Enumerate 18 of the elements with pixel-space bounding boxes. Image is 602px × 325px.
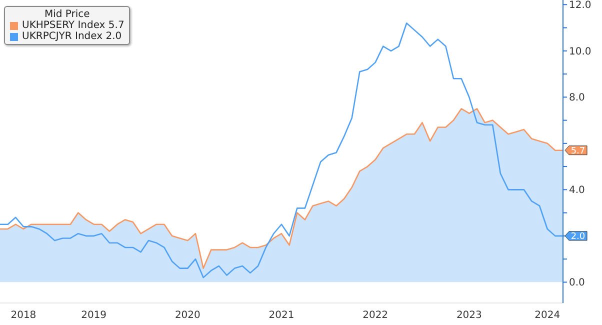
x-tick-label: 2020 bbox=[174, 310, 200, 322]
y-tick-label: 12.0 bbox=[569, 0, 592, 12]
x-tick-label: 2022 bbox=[362, 310, 388, 322]
x-tick-label: 2021 bbox=[268, 310, 294, 322]
data-label: 2.0 bbox=[570, 232, 586, 242]
x-tick-label: 2018 bbox=[10, 310, 36, 322]
x-tick-label: 2019 bbox=[81, 310, 107, 322]
y-tick-label: 8.0 bbox=[569, 92, 585, 104]
x-tick-label: 2023 bbox=[456, 310, 482, 322]
y-tick-label: 0.0 bbox=[569, 278, 585, 289]
x-tick-label: 2024 bbox=[534, 310, 560, 322]
legend-title: Mid Price bbox=[43, 9, 91, 20]
y-tick-label: 4.0 bbox=[569, 185, 585, 196]
legend-label: UKRPCJYR Index 2.0 bbox=[22, 31, 122, 42]
line-series bbox=[0, 22, 563, 278]
y-tick-label: 10.0 bbox=[569, 46, 592, 58]
data-label: 5.7 bbox=[570, 146, 586, 157]
legend-label: UKHPSERY Index 5.7 bbox=[22, 20, 124, 31]
